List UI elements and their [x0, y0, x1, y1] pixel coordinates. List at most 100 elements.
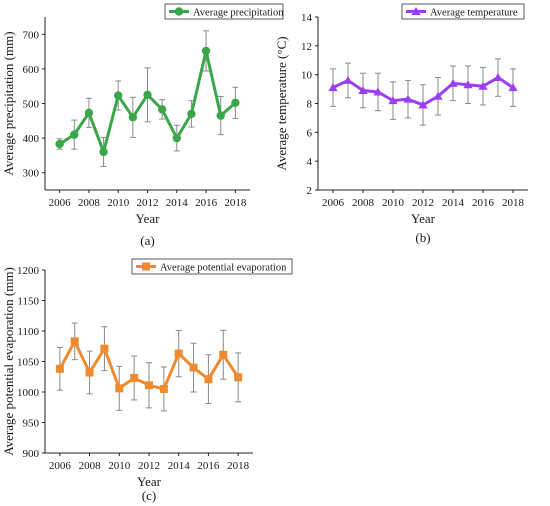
- y-tick-label: 4: [307, 156, 313, 168]
- data-point: [234, 373, 243, 382]
- y-tick-label: 1000: [17, 387, 40, 399]
- legend-label: Average precipitation: [193, 7, 284, 18]
- legend-label: Average potential evaporation: [160, 262, 287, 273]
- x-tick-label: 2008: [78, 197, 101, 209]
- data-point: [172, 133, 181, 143]
- data-point: [231, 98, 240, 108]
- data-point: [85, 368, 94, 377]
- x-tick-label: 2014: [442, 197, 465, 209]
- chart-panel-2: 2 4 6 8 10 12 14 2006 2008 2010 2012 2014 2016 2018 Ye…: [274, 3, 528, 245]
- data-point: [358, 86, 368, 95]
- data-point: [478, 81, 488, 90]
- x-tick-label: 2008: [79, 460, 102, 472]
- data-point: [157, 105, 167, 114]
- data-point: [100, 344, 109, 353]
- y-tick-label: 8: [307, 99, 313, 111]
- data-point: [143, 90, 152, 100]
- legend-box: [401, 3, 525, 20]
- x-axis-title: Year: [137, 474, 162, 489]
- data-point: [403, 94, 413, 103]
- data-point: [418, 100, 428, 109]
- data-point: [508, 83, 518, 92]
- x-tick-label: 2010: [382, 197, 405, 209]
- chart-panel-3: 900 950 1000 1050 1100 1150 1200 2006 2008 2010 20…: [1, 258, 293, 503]
- y-tick-label: 1150: [17, 296, 39, 308]
- y-tick-label: 14: [301, 12, 313, 24]
- x-tick-label: 2012: [412, 197, 434, 209]
- y-axis-title: Average precipitation (mm): [1, 31, 16, 175]
- chart-panel-1: 300 400 500 600 700 2006 2008 2010 2012 2014 2016 2…: [1, 3, 284, 248]
- y-tick-label: 900: [23, 448, 40, 460]
- legend-label: Average temperature: [430, 7, 518, 18]
- data-point: [388, 96, 398, 105]
- x-tick-label: 2008: [352, 197, 375, 209]
- y-axis-title: Average temperature (°C): [274, 36, 289, 170]
- x-tick-label: 2018: [227, 460, 250, 472]
- data-point: [55, 139, 64, 149]
- x-tick-label: 2010: [107, 197, 130, 209]
- legend: Average potential evaporation: [131, 258, 293, 275]
- data-point: [130, 373, 139, 382]
- legend-swatch-marker: [174, 7, 184, 16]
- x-tick-label: 2012: [138, 460, 160, 472]
- data-point: [189, 363, 198, 372]
- x-axis-title: Year: [136, 211, 161, 226]
- y-tick-label: 6: [307, 127, 313, 139]
- data-point: [187, 109, 196, 119]
- x-tick-label: 2016: [195, 197, 218, 209]
- y-tick-label: 1100: [17, 326, 39, 338]
- data-point: [174, 349, 183, 358]
- y-tick-label: 12: [301, 41, 312, 53]
- data-point: [216, 111, 225, 120]
- legend-swatch-marker: [142, 262, 150, 271]
- y-tick-label: 700: [23, 29, 40, 41]
- data-point: [70, 130, 79, 139]
- y-tick-label: 2: [307, 185, 313, 197]
- data-point: [448, 78, 458, 87]
- x-tick-label: 2012: [137, 197, 159, 209]
- y-tick-label: 600: [23, 64, 40, 76]
- x-tick-label: 2018: [502, 197, 525, 209]
- data-point: [373, 87, 383, 96]
- data-point: [204, 375, 213, 384]
- legend-swatch-marker: [411, 7, 421, 15]
- y-tick-label: 950: [23, 418, 40, 430]
- x-tick-label: 2006: [49, 197, 72, 209]
- y-tick-label: 500: [23, 99, 40, 111]
- data-point: [463, 80, 473, 89]
- data-point: [115, 384, 124, 393]
- data-point: [55, 364, 64, 373]
- data-point: [433, 91, 443, 100]
- legend-box: [164, 3, 284, 20]
- data-point: [201, 46, 211, 56]
- series-1: [55, 30, 240, 167]
- panel-caption: (b): [415, 230, 430, 245]
- x-tick-label: 2016: [197, 460, 220, 472]
- panel-caption: (a): [140, 233, 154, 248]
- data-point: [493, 73, 503, 82]
- data-point: [84, 108, 94, 118]
- data-point: [343, 75, 353, 84]
- y-tick-label: 300: [23, 168, 40, 180]
- data-point: [328, 83, 338, 92]
- series-1: [328, 58, 518, 126]
- x-tick-label: 2006: [322, 197, 345, 209]
- series-1: [55, 322, 243, 412]
- x-tick-label: 2016: [472, 197, 495, 209]
- x-tick-label: 2006: [49, 460, 72, 472]
- y-tick-label: 10: [301, 70, 313, 82]
- x-tick-label: 2018: [224, 197, 247, 209]
- x-axis-title: Year: [411, 211, 436, 226]
- data-point: [114, 91, 123, 100]
- data-point: [219, 350, 228, 359]
- panel-caption: (c): [142, 488, 156, 503]
- y-tick-label: 1050: [17, 357, 40, 369]
- data-point: [145, 381, 153, 390]
- x-tick-label: 2014: [166, 197, 189, 209]
- legend: Average temperature: [401, 3, 525, 20]
- data-point: [159, 384, 168, 393]
- x-tick-label: 2010: [108, 460, 131, 472]
- data-point: [70, 337, 79, 346]
- y-tick-label: 1200: [17, 265, 40, 277]
